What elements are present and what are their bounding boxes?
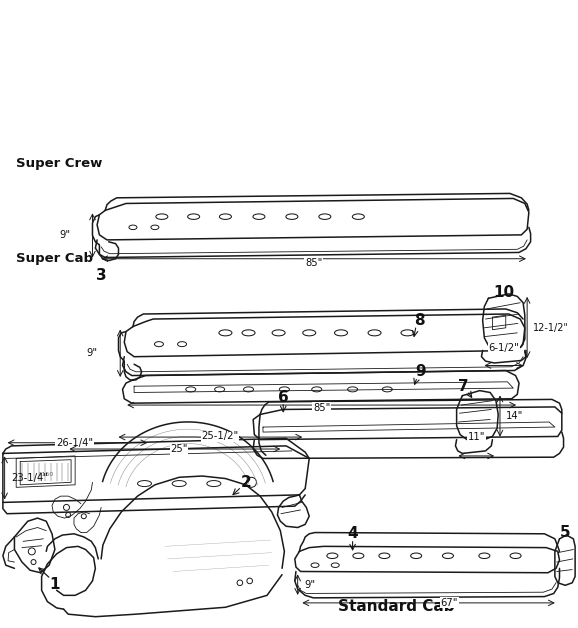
Text: 7: 7 [458,379,469,394]
Text: 9": 9" [86,349,97,358]
Text: 25-1/2": 25-1/2" [201,431,239,441]
Text: 85": 85" [313,403,331,413]
Text: Super Crew: Super Crew [16,157,102,170]
Text: 9": 9" [60,230,71,241]
Text: 14": 14" [506,411,523,421]
Text: F150: F150 [39,472,54,477]
Text: 85": 85" [305,257,323,268]
Text: 2: 2 [240,475,251,490]
Text: 23-1/4": 23-1/4" [12,473,49,483]
Text: 8: 8 [414,313,424,328]
Text: 9: 9 [416,364,426,379]
Text: Standard Cab: Standard Cab [338,598,454,614]
Text: 12-1/2": 12-1/2" [533,323,569,332]
Text: 10: 10 [494,284,514,300]
Text: 1: 1 [50,577,60,592]
Text: 4: 4 [347,526,358,541]
Text: 5: 5 [560,525,570,540]
Text: 6: 6 [278,390,288,405]
Text: 11": 11" [468,432,485,442]
Text: 3: 3 [96,268,106,283]
Text: 9": 9" [305,580,316,590]
Text: 25": 25" [171,444,188,454]
Text: 67": 67" [440,598,458,608]
Text: 26-1/4": 26-1/4" [56,438,93,448]
Text: 6-1/2": 6-1/2" [488,343,519,353]
Text: Super Cab: Super Cab [16,252,93,265]
